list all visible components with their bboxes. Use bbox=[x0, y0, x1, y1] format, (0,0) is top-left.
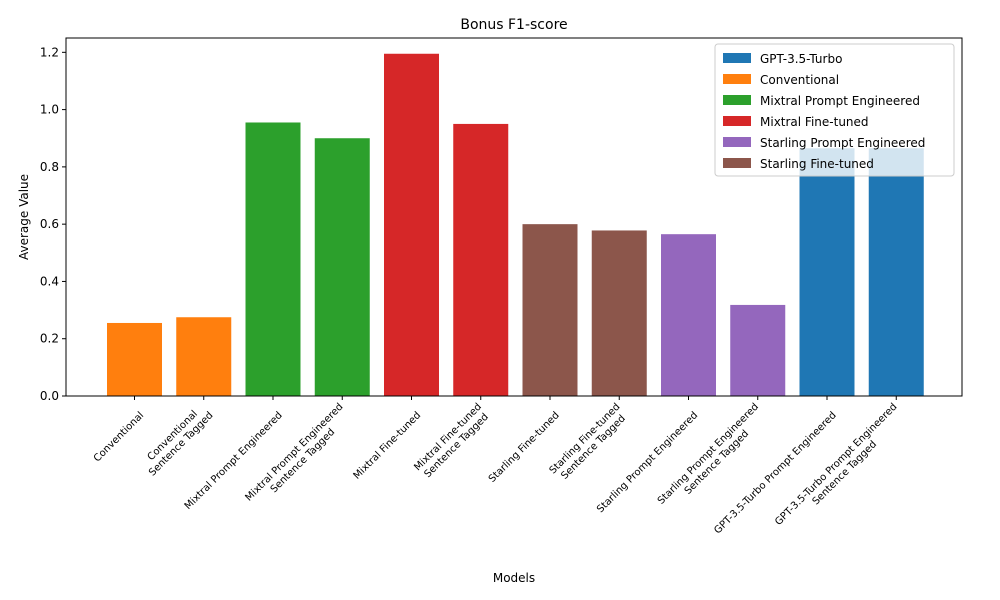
y-axis-label: Average Value bbox=[17, 174, 31, 260]
legend-swatch bbox=[723, 74, 751, 84]
legend-item-label: Mixtral Fine-tuned bbox=[760, 115, 869, 129]
bar-10 bbox=[730, 304, 786, 396]
y-tick-label: 1.0 bbox=[40, 103, 59, 117]
y-tick-label: 1.2 bbox=[40, 45, 59, 59]
legend-swatch bbox=[723, 158, 751, 168]
bar-5 bbox=[384, 53, 439, 396]
legend-item-label: GPT-3.5-Turbo bbox=[760, 52, 842, 66]
y-tick-label: 0.0 bbox=[40, 389, 59, 403]
bar-2 bbox=[176, 317, 232, 396]
legend-item-label: Starling Prompt Engineered bbox=[760, 136, 925, 150]
legend-item-label: Starling Fine-tuned bbox=[760, 157, 874, 171]
bar-4 bbox=[314, 138, 370, 397]
bar-9 bbox=[661, 234, 716, 396]
legend-swatch bbox=[723, 53, 751, 63]
y-tick-label: 0.6 bbox=[40, 217, 59, 231]
bars-layer bbox=[107, 53, 924, 397]
legend-swatch bbox=[723, 95, 751, 105]
y-axis: 0.0 0.2 0.4 0.6 0.8 1.0 1.2 bbox=[40, 45, 66, 403]
legend-item-label: Conventional bbox=[760, 73, 839, 87]
legend-swatch bbox=[723, 137, 751, 147]
y-tick-label: 0.4 bbox=[40, 274, 59, 288]
chart-title: Bonus F1-score bbox=[460, 17, 567, 33]
bar-12 bbox=[868, 148, 924, 396]
bar-1 bbox=[107, 322, 162, 396]
bar-11 bbox=[799, 148, 855, 396]
legend: GPT-3.5-Turbo Conventional Mixtral Prompt … bbox=[714, 43, 955, 177]
x-axis-label: Models bbox=[493, 571, 535, 585]
y-tick-label: 0.2 bbox=[40, 332, 59, 346]
y-tick-label: 0.8 bbox=[40, 160, 59, 174]
legend-item-label: Mixtral Prompt Engineered bbox=[760, 94, 920, 108]
plot-frame bbox=[65, 37, 963, 397]
legend-box bbox=[714, 43, 955, 177]
bar-3 bbox=[245, 122, 301, 396]
legend-swatch bbox=[723, 116, 751, 126]
bar-7 bbox=[522, 224, 578, 396]
bar-6 bbox=[453, 123, 509, 397]
bar-8 bbox=[591, 230, 647, 396]
